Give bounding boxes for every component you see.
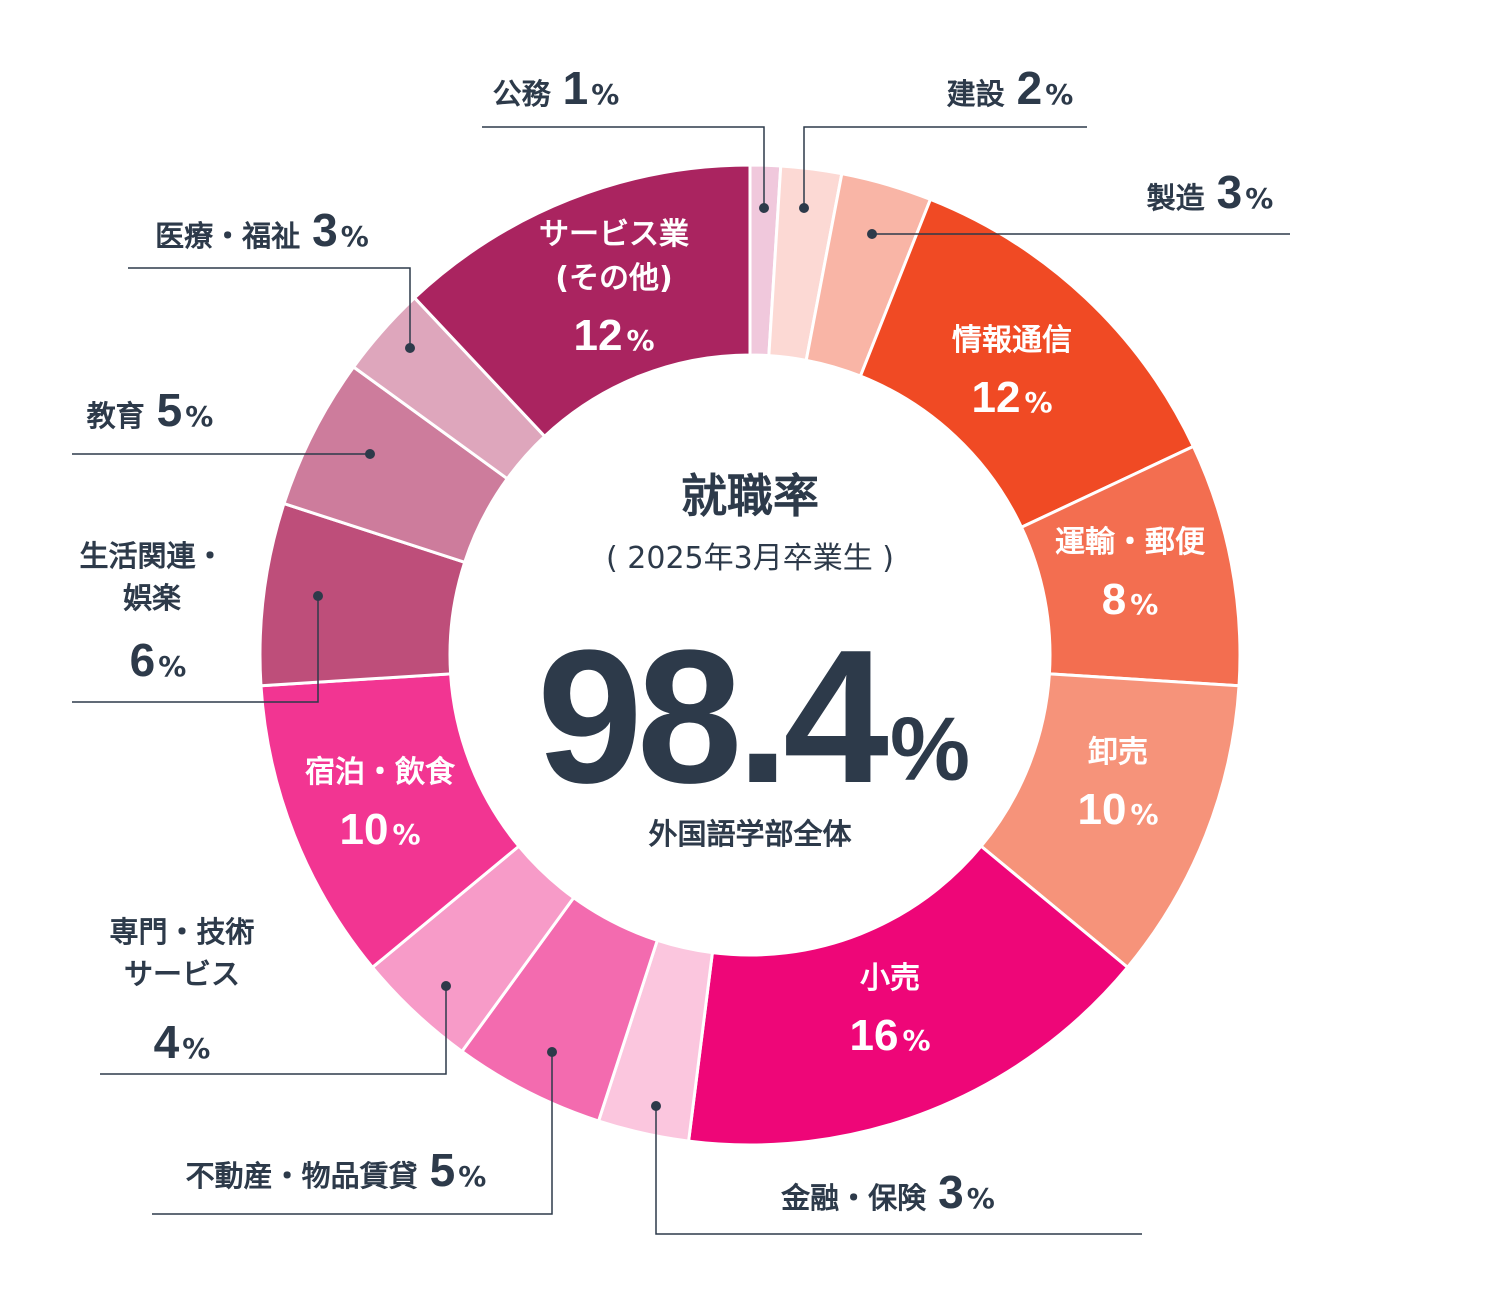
leader-line-seikatsu bbox=[72, 596, 319, 703]
slice-label-senmon: 専門・技術サービス bbox=[109, 915, 254, 991]
slice-value-oroshi: 10% bbox=[1077, 785, 1158, 834]
slice-label-kensetsu: 建設 2% bbox=[947, 62, 1074, 114]
center-subtitle: ( 2025年3月卒業生 ) bbox=[606, 541, 894, 576]
leader-line-kinyu bbox=[655, 1106, 1142, 1235]
label-kensetsu: 建設 2% bbox=[947, 62, 1074, 114]
slice-label-jouhou: 情報通信 bbox=[952, 323, 1072, 358]
label-senmon: 専門・技術サービス 4% bbox=[109, 915, 254, 1068]
leader-dot-fudousan bbox=[547, 1047, 557, 1057]
label-jouhou: 情報通信 12% bbox=[952, 323, 1072, 422]
slice-value-senmon: 4% bbox=[154, 1016, 211, 1068]
slice-label-kyouiku: 教育 5% bbox=[87, 384, 214, 436]
slice-label-shukuhaku: 宿泊・飲食 bbox=[305, 755, 456, 790]
slice-label-seikatsu: 生活関連・娯楽 bbox=[79, 539, 224, 615]
donut-slices bbox=[258, 163, 1242, 1147]
label-seikatsu: 生活関連・娯楽 6% bbox=[79, 539, 224, 686]
slice-label-kinyu: 金融・保険 3% bbox=[780, 1166, 995, 1218]
leader-dot-kyouiku bbox=[365, 449, 375, 459]
slice-service bbox=[412, 163, 752, 439]
slice-label-service: サービス業 bbox=[539, 217, 689, 252]
leader-line-fudousan bbox=[152, 1052, 553, 1215]
leader-dot-kinyu bbox=[651, 1101, 661, 1111]
label-kinyu: 金融・保険 3% bbox=[780, 1166, 995, 1218]
leader-dot-seikatsu bbox=[313, 591, 323, 601]
leader-dot-kensetsu bbox=[799, 203, 809, 213]
slice-label-seizou: 製造 3% bbox=[1147, 166, 1274, 218]
leader-dot-seizou bbox=[867, 229, 877, 239]
leader-dot-senmon bbox=[441, 981, 451, 991]
label-fudousan: 不動産・物品賃貸 5% bbox=[186, 1144, 487, 1196]
slice-label-service: (その他) bbox=[555, 261, 672, 296]
slice-kouri bbox=[686, 844, 1130, 1147]
label-koumu: 公務 1% bbox=[493, 62, 620, 114]
label-iryou: 医療・福祉 3% bbox=[155, 204, 369, 256]
label-service: サービス業 (その他) 12% bbox=[539, 217, 689, 360]
slice-value-kouri: 16% bbox=[849, 1011, 930, 1060]
slice-value-jouhou: 12% bbox=[971, 373, 1052, 422]
slice-value-unyu: 8% bbox=[1102, 575, 1159, 624]
slice-value-seikatsu: 6% bbox=[130, 634, 187, 686]
label-shukuhaku: 宿泊・飲食 10% bbox=[305, 755, 456, 854]
leader-line-iryou bbox=[128, 267, 411, 348]
slice-value-shukuhaku: 10% bbox=[339, 805, 420, 854]
center-rate-unit: % bbox=[890, 700, 970, 800]
center-title: 就職率 bbox=[681, 469, 819, 523]
label-kyouiku: 教育 5% bbox=[87, 384, 214, 436]
slice-jouhou bbox=[858, 197, 1196, 530]
leader-line-senmon bbox=[100, 986, 447, 1075]
slice-label-kouri: 小売 bbox=[860, 961, 920, 996]
leader-lines bbox=[72, 126, 1290, 1235]
slice-label-fudousan: 不動産・物品賃貸 5% bbox=[186, 1144, 487, 1196]
center-caption: 外国語学部全体 bbox=[648, 817, 852, 851]
leader-dot-koumu bbox=[759, 203, 769, 213]
slice-value-service: 12% bbox=[573, 311, 654, 360]
center-rate-value: 98.4 bbox=[537, 611, 888, 823]
slice-label-iryou: 医療・福祉 3% bbox=[155, 204, 369, 256]
slice-labels: 公務 1% 建設 2 % 製造 3 % 情報通信 12 % 運輸・郵便 8 % 卸売 10 % 小売 16 % 金融・保… bbox=[79, 62, 1273, 1218]
label-kouri: 小売 16% bbox=[849, 961, 930, 1060]
label-unyu: 運輸・郵便 8% bbox=[1055, 525, 1206, 624]
leader-line-kensetsu bbox=[803, 126, 1087, 208]
slice-label-koumu: 公務 1% bbox=[493, 62, 620, 114]
leader-line-koumu bbox=[482, 126, 765, 208]
center-rate: 98.4 bbox=[537, 611, 888, 823]
center-block: 就職率 ( 2025年3月卒業生 ) 98.4 % 外国語学部全体 bbox=[537, 469, 970, 851]
leader-dot-iryou bbox=[405, 343, 415, 353]
slice-label-unyu: 運輸・郵便 bbox=[1055, 525, 1206, 560]
label-oroshi: 卸売 10% bbox=[1077, 735, 1158, 834]
label-seizou: 製造 3% bbox=[1147, 166, 1274, 218]
slice-label-oroshi: 卸売 bbox=[1088, 735, 1148, 770]
